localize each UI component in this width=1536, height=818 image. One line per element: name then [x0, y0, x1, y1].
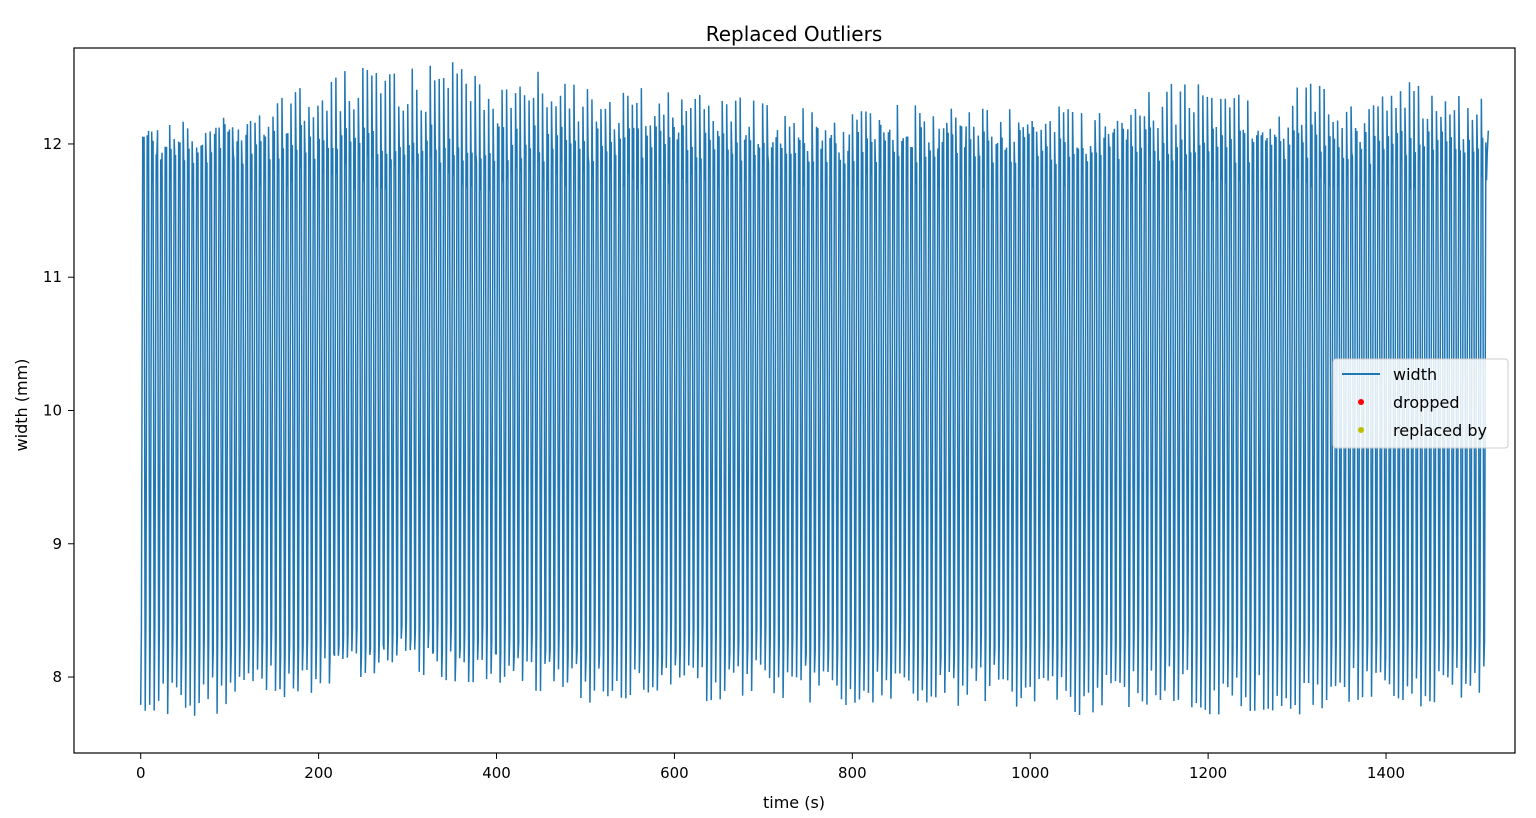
legend-replaced-label: replaced by: [1393, 421, 1487, 440]
x-tick-label: 600: [660, 764, 689, 782]
y-tick-label: 10: [43, 401, 62, 419]
x-tick-label: 0: [136, 764, 146, 782]
y-tick-label: 12: [43, 135, 62, 153]
plot-area: [139, 62, 1490, 716]
legend-box: [1332, 358, 1509, 449]
y-axis-label: width (mm): [12, 359, 31, 452]
x-tick-label: 400: [482, 764, 511, 782]
x-tick-label: 1400: [1367, 764, 1405, 782]
y-axis-ticks: 8 9 10 11 12: [43, 135, 74, 686]
legend: width dropped replaced by: [1332, 358, 1509, 449]
x-axis-ticks: 0 200 400 600 800 1000 1200 1400: [136, 753, 1405, 782]
chart-title: Replaced Outliers: [706, 22, 882, 46]
x-tick-label: 1200: [1189, 764, 1227, 782]
y-tick-label: 11: [43, 268, 62, 286]
x-tick-label: 1000: [1011, 764, 1049, 782]
y-tick-label: 9: [52, 535, 62, 553]
y-tick-label: 8: [52, 668, 62, 686]
legend-replaced-marker: [1358, 427, 1364, 433]
legend-dropped-label: dropped: [1393, 393, 1459, 412]
axes-frame: [73, 47, 1516, 754]
legend-width-label: width: [1393, 365, 1437, 384]
legend-dropped-marker: [1358, 399, 1364, 405]
x-axis-label: time (s): [763, 793, 825, 812]
width-series-line: [139, 62, 1490, 716]
x-tick-label: 800: [838, 764, 867, 782]
x-tick-label: 200: [304, 764, 333, 782]
